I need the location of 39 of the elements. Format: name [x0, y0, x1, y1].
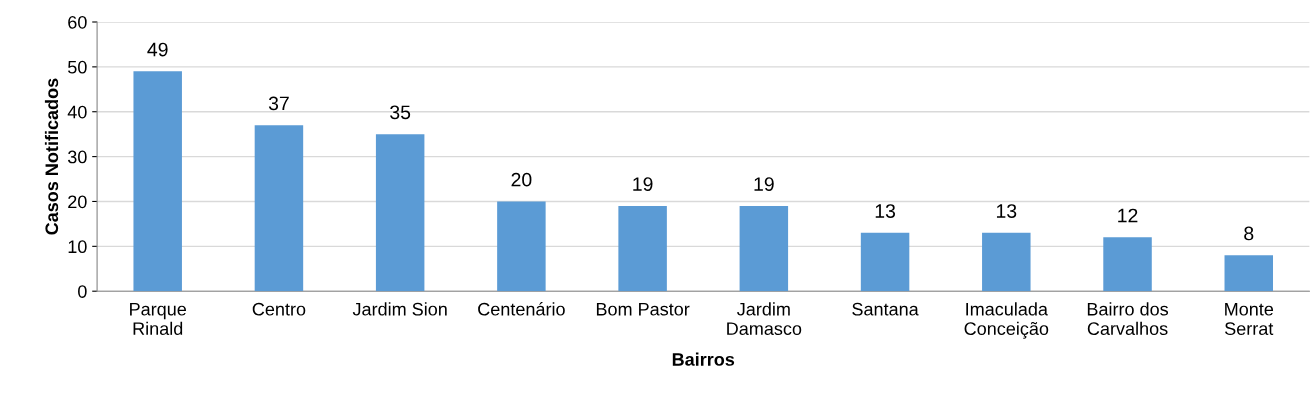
- data-label: 12: [1118, 208, 1138, 223]
- bar: [1224, 255, 1274, 292]
- bar: [254, 125, 304, 292]
- data-label: 20: [511, 172, 532, 187]
- x-tick-label: Jardim Sion: [352, 302, 447, 316]
- data-label: 19: [754, 177, 774, 191]
- x-tick-label: Centenário: [478, 302, 565, 316]
- x-tick-label: Bom Pastor: [596, 302, 690, 316]
- x-tick-label: Monte Serrat: [1225, 302, 1274, 336]
- data-label: 37: [268, 96, 289, 111]
- y-tick-label: 20: [68, 195, 87, 209]
- data-label: 13: [875, 204, 896, 218]
- bar: [860, 232, 910, 292]
- x-tick-label: Centro: [252, 302, 306, 316]
- data-label: 19: [633, 177, 653, 191]
- x-axis-title: Bairros: [672, 352, 735, 366]
- x-tick-label: Bairro dos Carvalhos: [1087, 302, 1169, 336]
- y-tick-label: 40: [67, 105, 87, 119]
- bar: [375, 134, 425, 292]
- x-tick-label: Imaculada Conceição: [964, 302, 1049, 339]
- x-tick-label: Santana: [852, 302, 919, 316]
- data-label: 49: [147, 42, 168, 57]
- bar: [1103, 237, 1152, 292]
- x-tick-label: Jardim Damasco: [727, 302, 802, 336]
- data-label: 13: [996, 204, 1017, 218]
- y-tick-label: 0: [78, 285, 87, 298]
- data-label: 35: [390, 105, 411, 120]
- y-tick-label: 50: [68, 60, 87, 74]
- y-tick-label: 10: [68, 240, 87, 254]
- y-axis-title: Casos Notificados: [44, 78, 59, 235]
- data-label: 8: [1244, 226, 1254, 241]
- bar: [618, 205, 667, 292]
- x-tick-label: Parque Rinald: [130, 302, 187, 336]
- bar: [982, 232, 1031, 292]
- bar: [739, 205, 789, 292]
- y-tick-label: 60: [68, 15, 87, 29]
- bar: [133, 71, 182, 292]
- bar: [497, 201, 546, 292]
- y-tick-label: 30: [67, 150, 87, 164]
